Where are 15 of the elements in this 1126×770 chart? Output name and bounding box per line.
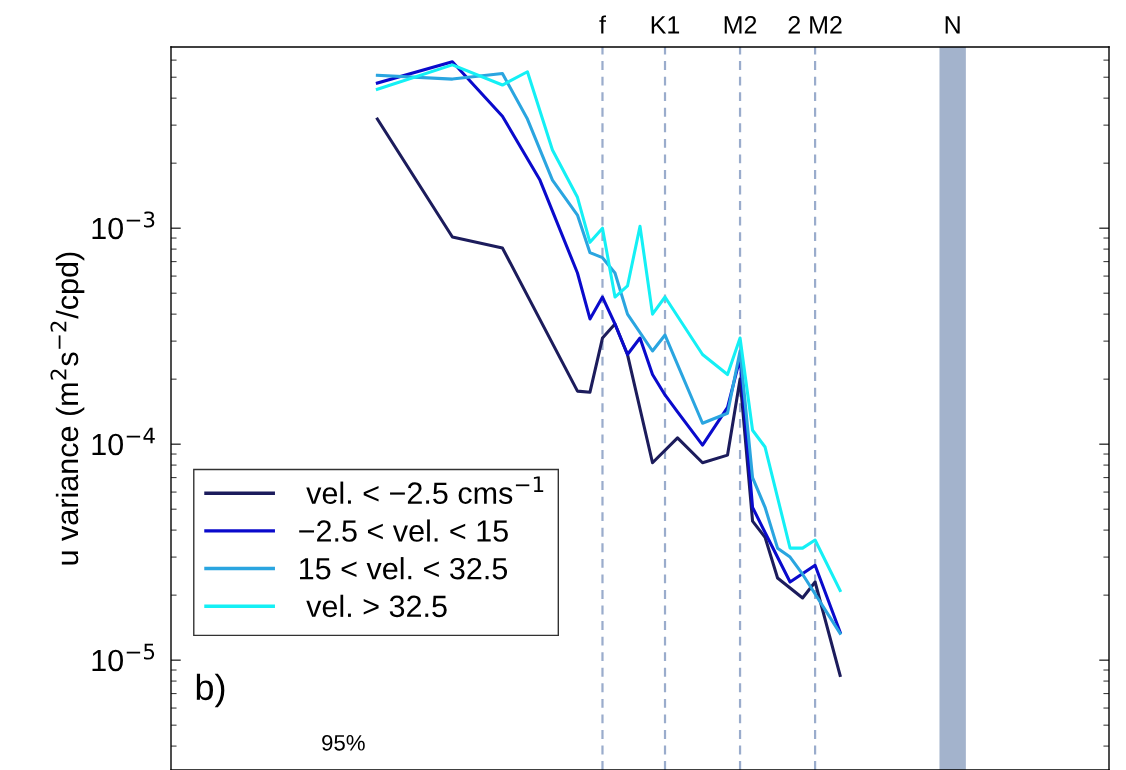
- x-tick-label: 2 M2: [788, 16, 842, 34]
- y-axis-title: u variance (m$^{2}$s$^{−2}$/cpd): [50, 252, 85, 565]
- legend-label: vel. < −2.5 cms$^{−1}$: [306, 476, 544, 505]
- legend-label: vel. > 32.5: [306, 594, 447, 618]
- y-tick-label: 10$^{−3}$: [92, 211, 155, 240]
- legend-label: −2.5 < vel. < 15: [299, 519, 508, 542]
- x-tick-label: N: [945, 16, 960, 34]
- legend-label: 15 < vel. < 32.5: [300, 557, 508, 580]
- annotation: 95%: [322, 734, 365, 751]
- x-tick-label: f: [599, 15, 606, 34]
- x-tick-label: M2: [724, 16, 757, 34]
- y-tick-label: 10$^{−5}$: [92, 643, 155, 672]
- annotation: b): [196, 673, 225, 708]
- x-tick-label: K1: [651, 16, 680, 34]
- y-tick-label: 10$^{−4}$: [92, 427, 155, 456]
